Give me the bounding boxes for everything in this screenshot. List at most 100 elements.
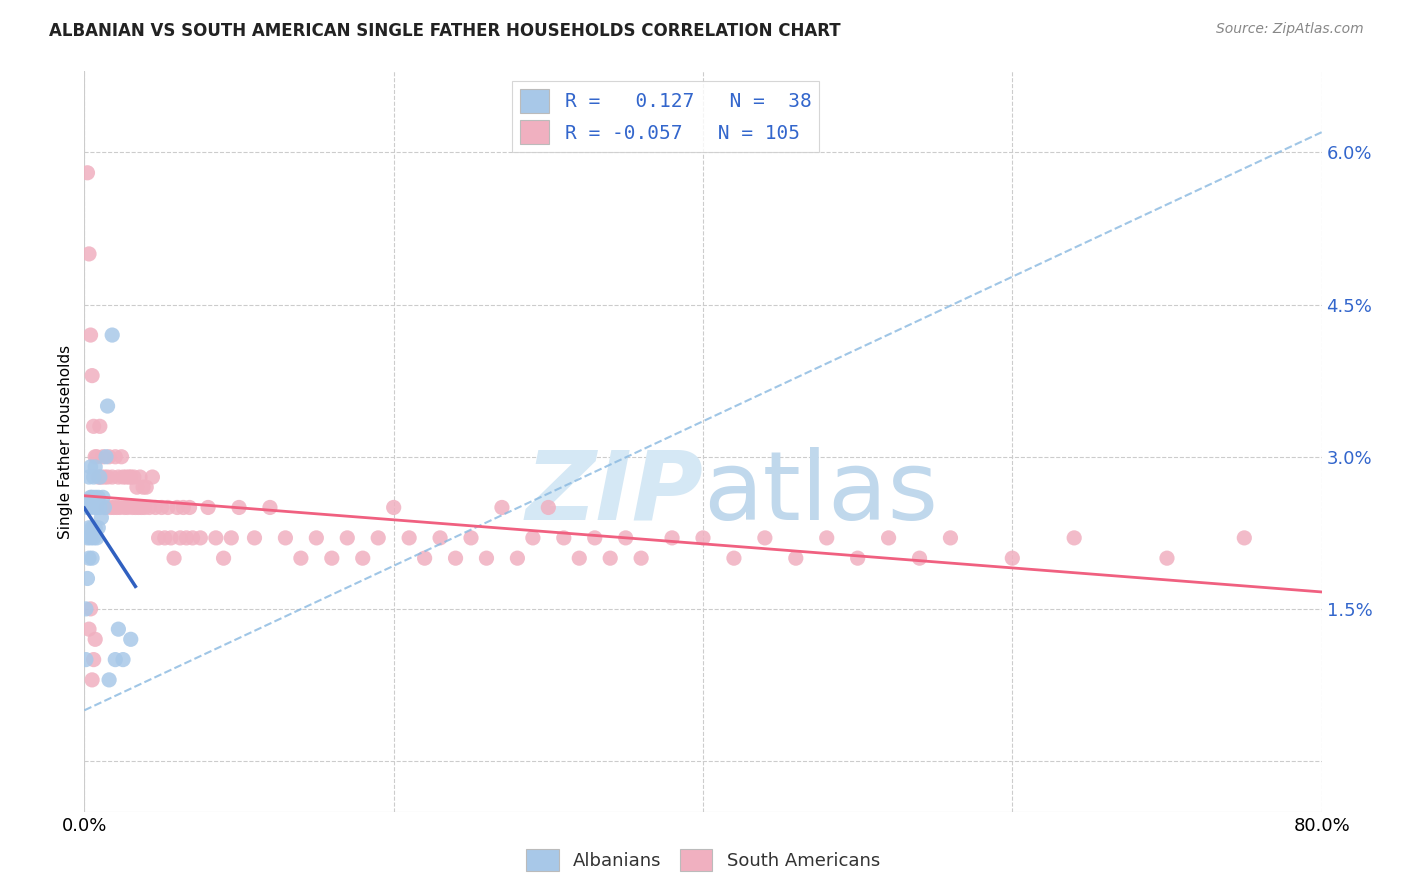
Point — [382, 500, 405, 515]
Point — [76, 571, 98, 585]
Point — [274, 531, 297, 545]
Text: atlas: atlas — [703, 447, 938, 540]
Point — [723, 551, 745, 566]
Point — [110, 450, 132, 464]
Point — [77, 247, 100, 261]
Point — [79, 328, 101, 343]
Point — [105, 500, 128, 515]
Point — [1233, 531, 1256, 545]
Point — [939, 531, 962, 545]
Point — [100, 500, 122, 515]
Point — [179, 500, 201, 515]
Point — [413, 551, 436, 566]
Point — [305, 531, 328, 545]
Point — [1156, 551, 1178, 566]
Point — [108, 500, 131, 515]
Point — [91, 491, 114, 505]
Point — [77, 500, 100, 515]
Point — [181, 531, 204, 545]
Point — [86, 450, 108, 464]
Point — [84, 491, 107, 505]
Point — [96, 470, 118, 484]
Point — [79, 459, 101, 474]
Point — [169, 531, 191, 545]
Text: ALBANIAN VS SOUTH AMERICAN SINGLE FATHER HOUSEHOLDS CORRELATION CHART: ALBANIAN VS SOUTH AMERICAN SINGLE FATHER… — [49, 22, 841, 40]
Point — [84, 521, 107, 535]
Point — [138, 500, 160, 515]
Point — [429, 531, 451, 545]
Point — [84, 632, 107, 647]
Point — [460, 531, 482, 545]
Point — [76, 166, 98, 180]
Point — [107, 622, 129, 636]
Point — [1063, 531, 1085, 545]
Point — [79, 531, 101, 545]
Point — [475, 551, 498, 566]
Point — [82, 368, 104, 383]
Point — [120, 632, 142, 647]
Point — [93, 500, 115, 515]
Point — [75, 602, 97, 616]
Point — [352, 551, 374, 566]
Point — [118, 470, 141, 484]
Point — [82, 521, 104, 535]
Point — [76, 531, 98, 545]
Point — [84, 450, 107, 464]
Point — [188, 531, 211, 545]
Point — [84, 459, 107, 474]
Point — [197, 500, 219, 515]
Point — [122, 470, 145, 484]
Point — [444, 551, 467, 566]
Text: Source: ZipAtlas.com: Source: ZipAtlas.com — [1216, 22, 1364, 37]
Point — [815, 531, 838, 545]
Point — [98, 673, 121, 687]
Point — [114, 500, 136, 515]
Point — [131, 500, 153, 515]
Point — [83, 531, 105, 545]
Point — [568, 551, 591, 566]
Point — [86, 531, 108, 545]
Point — [163, 551, 186, 566]
Point — [398, 531, 420, 545]
Point — [82, 551, 104, 566]
Point — [846, 551, 869, 566]
Point — [112, 470, 135, 484]
Point — [83, 470, 105, 484]
Point — [129, 470, 152, 484]
Point — [87, 491, 110, 505]
Point — [132, 480, 155, 494]
Point — [160, 531, 183, 545]
Point — [94, 500, 117, 515]
Point — [104, 450, 127, 464]
Point — [599, 551, 621, 566]
Point — [692, 531, 714, 545]
Legend: Albanians, South Americans: Albanians, South Americans — [519, 842, 887, 879]
Point — [134, 500, 156, 515]
Point — [125, 480, 148, 494]
Point — [104, 652, 127, 666]
Point — [98, 450, 121, 464]
Point — [785, 551, 807, 566]
Point — [754, 531, 776, 545]
Point — [176, 531, 198, 545]
Point — [77, 470, 100, 484]
Point — [82, 673, 104, 687]
Point — [77, 521, 100, 535]
Text: ZIP: ZIP — [524, 447, 703, 540]
Point — [79, 491, 101, 505]
Point — [166, 500, 188, 515]
Point — [145, 500, 167, 515]
Point — [86, 500, 108, 515]
Point — [117, 500, 139, 515]
Point — [89, 470, 111, 484]
Point — [83, 652, 105, 666]
Point — [112, 652, 135, 666]
Point — [135, 480, 157, 494]
Point — [219, 531, 242, 545]
Point — [87, 521, 110, 535]
Point — [93, 470, 115, 484]
Point — [115, 470, 138, 484]
Point — [77, 551, 100, 566]
Point — [153, 531, 176, 545]
Point — [89, 500, 111, 515]
